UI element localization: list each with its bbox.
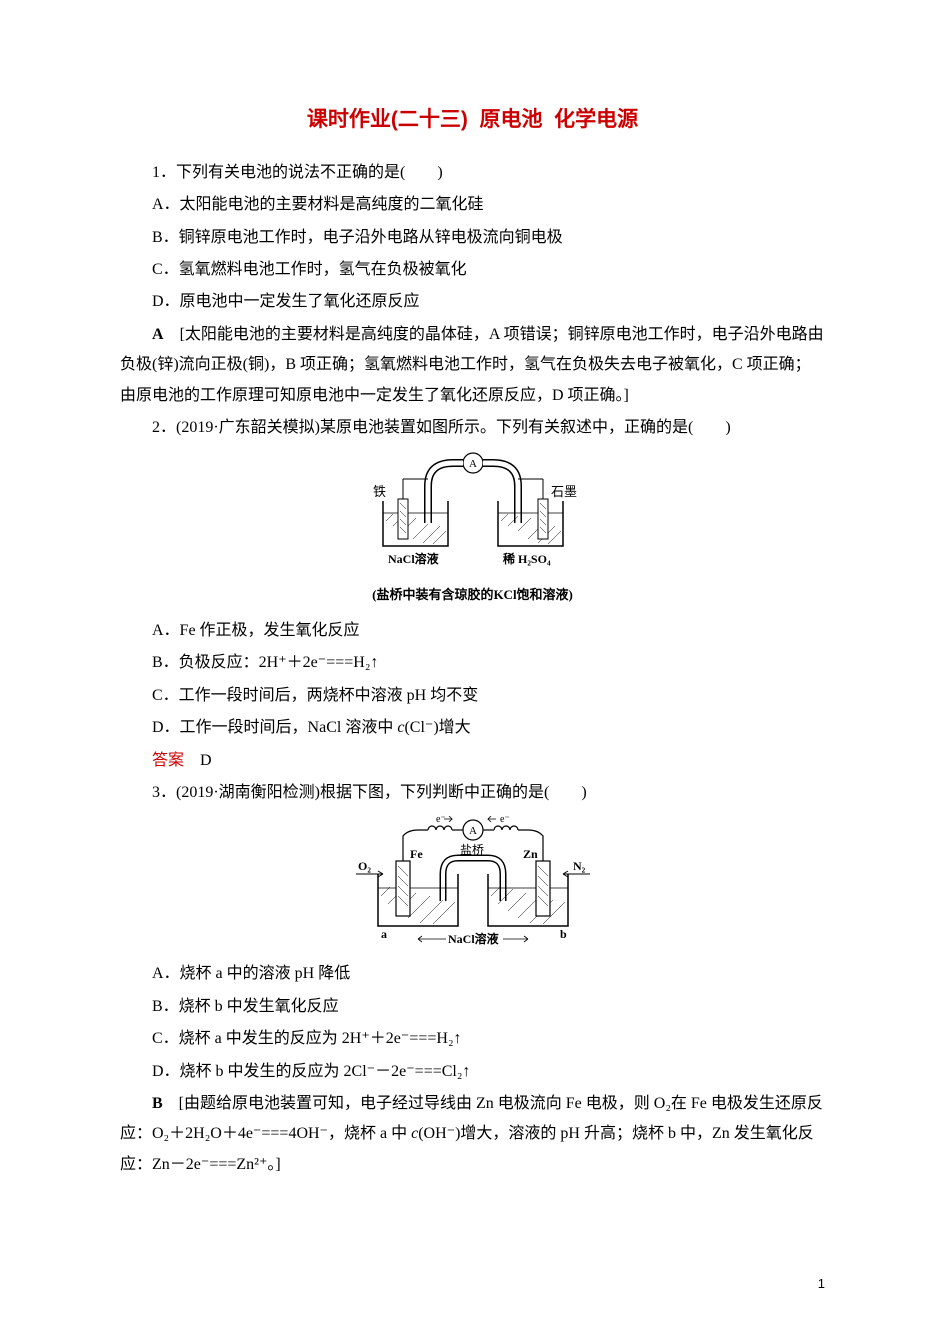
svg-text:铁: 铁 (373, 484, 386, 499)
svg-text:NaCl溶液: NaCl溶液 (388, 551, 439, 566)
q1-explanation: A [太阳能电池的主要材料是高纯度的晶体硅，A 项错误；铜锌原电池工作时，电子沿… (120, 320, 825, 411)
q2-opt-a: A．Fe 作正极，发生氧化反应 (120, 616, 825, 646)
svg-text:稀 H₂SO₄: 稀 H₂SO₄ (503, 551, 551, 566)
svg-text:e⁻: e⁻ (500, 816, 510, 825)
q1-opt-d: D．原电池中一定发生了氧化还原反应 (120, 287, 825, 317)
title-part-c: 化学电源 (554, 108, 638, 131)
svg-text:NaCl溶液: NaCl溶液 (448, 931, 499, 946)
q2-answer: 答案 D (120, 746, 825, 776)
q3-diagram-svg: A e⁻ e⁻ 盐桥 Fe Zn O₂ N₂ (348, 816, 598, 951)
q1-opt-c: C．氢氧燃料电池工作时，氢气在负极被氧化 (120, 255, 825, 285)
page-number: 1 (818, 1272, 825, 1297)
page-title: 课时作业(二十三) 原电池 化学电源 (120, 100, 825, 140)
q1-answer-letter: A (152, 326, 164, 343)
svg-text:Zn: Zn (523, 847, 538, 861)
title-part-a: 课时作业(二十三) (307, 108, 468, 131)
q3-opt-d: D．烧杯 b 中发生的反应为 2Cl⁻－2e⁻===Cl₂↑ (120, 1057, 825, 1087)
svg-text:O₂: O₂ (358, 859, 371, 873)
q2-stem: 2．(2019·广东韶关模拟)某原电池装置如图所示。下列有关叙述中，正确的是( … (120, 413, 825, 443)
q2-figure: A 铁 石墨 NaCl溶液 稀 H₂SO₄ (盐桥中装有含琼胶的KCl (120, 451, 825, 608)
q2-diagram-svg: A 铁 石墨 NaCl溶液 稀 H₂SO₄ (368, 451, 578, 581)
q1-opt-b: B．铜锌原电池工作时，电子沿外电路从锌电极流向铜电极 (120, 223, 825, 253)
q3-opt-a: A．烧杯 a 中的溶液 pH 降低 (120, 959, 825, 989)
q1-stem: 1．下列有关电池的说法不正确的是( ) (120, 158, 825, 188)
q3-figure: A e⁻ e⁻ 盐桥 Fe Zn O₂ N₂ (120, 816, 825, 951)
q3-answer-letter: B (152, 1095, 163, 1112)
svg-text:N₂: N₂ (573, 859, 586, 873)
q1-explanation-text: [太阳能电池的主要材料是高纯度的晶体硅，A 项错误；铜锌原电池工作时，电子沿外电… (120, 326, 824, 404)
q3-opt-c: C．烧杯 a 中发生的反应为 2H⁺＋2e⁻===H₂↑ (120, 1024, 825, 1054)
svg-text:A: A (469, 458, 477, 470)
svg-text:Fe: Fe (410, 847, 423, 861)
svg-text:e⁻: e⁻ (436, 816, 446, 825)
title-part-b: 原电池 (480, 108, 543, 131)
q2-opt-c: C．工作一段时间后，两烧杯中溶液 pH 均不变 (120, 681, 825, 711)
svg-text:A: A (469, 825, 477, 837)
q2-answer-value: D (184, 752, 212, 769)
q3-opt-b: B．烧杯 b 中发生氧化反应 (120, 992, 825, 1022)
q2-opt-b: B．负极反应：2H⁺＋2e⁻===H₂↑ (120, 648, 825, 678)
svg-text:石墨: 石墨 (551, 484, 577, 499)
q1-opt-a: A．太阳能电池的主要材料是高纯度的二氧化硅 (120, 190, 825, 220)
q2-answer-prefix: 答案 (152, 752, 184, 769)
q3-explanation: B [由题给原电池装置可知，电子经过导线由 Zn 电极流向 Fe 电极，则 O₂… (120, 1089, 825, 1180)
q3-stem: 3．(2019·湖南衡阳检测)根据下图，下列判断中正确的是( ) (120, 778, 825, 808)
svg-text:b: b (560, 927, 567, 941)
svg-text:盐桥: 盐桥 (460, 843, 484, 857)
q2-opt-d: D．工作一段时间后，NaCl 溶液中 c(Cl⁻)增大 (120, 713, 825, 743)
q2-fig-caption: (盐桥中装有含琼胶的KCl饱和溶液) (120, 583, 825, 608)
svg-text:a: a (381, 927, 387, 941)
